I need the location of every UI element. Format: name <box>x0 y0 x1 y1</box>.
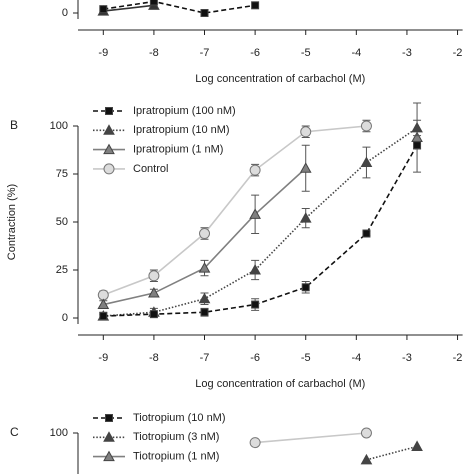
y-tick-label: 100 <box>50 427 68 439</box>
legend-marker <box>103 163 115 175</box>
y-tick-label: 25 <box>56 264 68 276</box>
x-tick-label: -4 <box>351 352 361 364</box>
series-line <box>103 125 367 296</box>
marker <box>360 427 372 439</box>
legend-label: Control <box>133 163 168 175</box>
series-line <box>255 432 367 444</box>
y-tick-label: 50 <box>56 216 68 228</box>
series-line <box>103 4 154 12</box>
x-tick-label: -3 <box>402 47 412 59</box>
marker <box>251 300 260 309</box>
x-tick-label: -2 <box>453 47 463 59</box>
x-tick-label: -8 <box>149 352 159 364</box>
x-axis-title: Log concentration of carbachol (M) <box>195 378 365 390</box>
marker <box>413 141 422 150</box>
marker <box>198 262 211 273</box>
legend-label: Ipratropium (100 nM) <box>133 105 236 117</box>
x-tick-label: -7 <box>200 352 210 364</box>
marker <box>251 1 260 10</box>
series-line <box>103 127 418 317</box>
marker <box>149 310 158 319</box>
legend-label: Ipratropium (1 nM) <box>133 144 223 156</box>
panel-label: B <box>10 118 18 132</box>
y-tick-label: 75 <box>56 168 68 180</box>
marker <box>249 263 261 275</box>
marker <box>97 298 110 310</box>
x-tick-label: -5 <box>301 352 311 364</box>
marker <box>411 121 423 133</box>
x-tick-label: -4 <box>351 47 361 59</box>
marker <box>360 156 373 167</box>
legend-marker <box>105 414 113 422</box>
legend-label: Tiotropium (10 nM) <box>133 412 226 424</box>
marker <box>411 440 423 451</box>
x-tick-label: -7 <box>200 47 210 59</box>
x-tick-label: -8 <box>149 47 159 59</box>
marker <box>148 270 160 282</box>
x-tick-label: -9 <box>98 47 108 59</box>
x-tick-label: -6 <box>250 352 260 364</box>
marker <box>198 292 211 304</box>
marker <box>299 212 312 223</box>
y-tick-label: 0 <box>62 312 68 324</box>
marker <box>199 228 211 240</box>
y-tick-label: 100 <box>50 120 68 132</box>
marker <box>249 208 261 219</box>
x-tick-label: -2 <box>453 352 463 364</box>
y-axis-title: Contraction (%) <box>6 184 18 260</box>
x-tick-label: -5 <box>301 47 311 59</box>
legend-marker <box>103 431 115 442</box>
y-tick-label: 0 <box>62 7 68 19</box>
marker <box>301 283 310 292</box>
legend-marker <box>105 107 113 115</box>
series-line <box>103 0 256 14</box>
marker <box>148 287 160 298</box>
legend-label: Ipratropium (10 nM) <box>133 124 230 136</box>
legend-marker <box>103 450 115 462</box>
legend-label: Tiotropium (1 nM) <box>133 451 219 463</box>
marker <box>299 162 312 173</box>
x-tick-label: -6 <box>250 47 260 59</box>
series-line <box>366 445 418 461</box>
x-tick-label: -3 <box>402 352 412 364</box>
x-axis-title: Log concentration of carbachol (M) <box>195 73 365 85</box>
legend-marker <box>103 143 115 155</box>
marker <box>249 164 261 176</box>
panel-label: C <box>10 425 19 439</box>
marker <box>149 0 158 6</box>
marker <box>200 9 209 17</box>
marker <box>300 126 312 138</box>
marker <box>360 120 372 132</box>
legend-marker <box>103 124 115 135</box>
marker <box>200 308 209 317</box>
marker <box>99 312 108 321</box>
marker <box>360 453 373 465</box>
marker <box>249 437 261 449</box>
marker <box>362 229 371 238</box>
x-tick-label: -9 <box>98 352 108 364</box>
marker <box>99 5 108 14</box>
marker <box>97 289 109 301</box>
legend-label: Tiotropium (3 nM) <box>133 431 219 443</box>
